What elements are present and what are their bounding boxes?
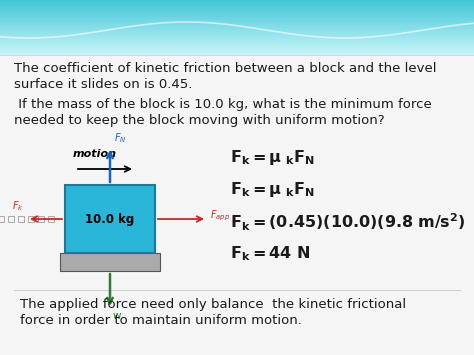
Text: $\mathbf{F_k = (0.45)(10.0)(9.8\ m/s^2)}$: $\mathbf{F_k = (0.45)(10.0)(9.8\ m/s^2)}…: [230, 212, 466, 233]
Text: surface it slides on is 0.45.: surface it slides on is 0.45.: [14, 78, 192, 91]
Text: $\mathbf{F_k = \mu\ _k F_N}$: $\mathbf{F_k = \mu\ _k F_N}$: [230, 180, 315, 199]
Text: $F_N$: $F_N$: [114, 131, 127, 145]
Bar: [60, 253, 160, 271]
Text: motion: motion: [73, 149, 117, 159]
Text: w: w: [113, 311, 121, 321]
Text: force in order to maintain uniform motion.: force in order to maintain uniform motio…: [20, 314, 302, 327]
Text: The coefficient of kinetic friction between a block and the level: The coefficient of kinetic friction betw…: [14, 62, 437, 75]
Text: $F_{app}$: $F_{app}$: [210, 209, 230, 223]
Text: If the mass of the block is 10.0 kg, what is the minimum force: If the mass of the block is 10.0 kg, wha…: [14, 98, 432, 111]
Text: $\mathbf{F_k = \mu\ _k F_N}$: $\mathbf{F_k = \mu\ _k F_N}$: [230, 148, 315, 167]
Text: 10.0 kg: 10.0 kg: [85, 213, 135, 225]
Text: needed to keep the block moving with uniform motion?: needed to keep the block moving with uni…: [14, 114, 384, 127]
Text: $F_k$: $F_k$: [12, 199, 24, 213]
Text: The applied force need only balance  the kinetic frictional: The applied force need only balance the …: [20, 298, 406, 311]
Text: $\mathbf{F_k = 44\ N}$: $\mathbf{F_k = 44\ N}$: [230, 244, 310, 263]
Bar: [65, 185, 155, 253]
